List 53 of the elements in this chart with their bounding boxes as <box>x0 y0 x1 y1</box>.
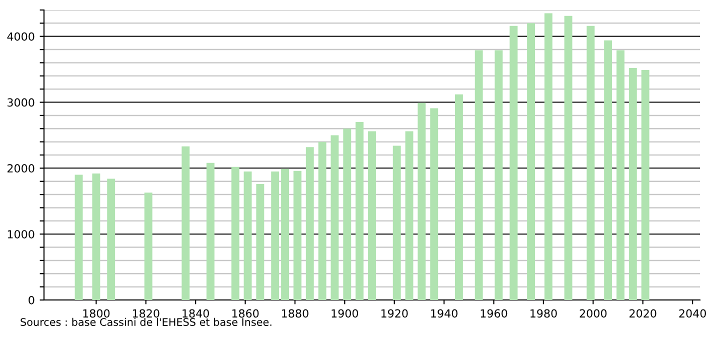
x-tick-label: 1980 <box>530 309 557 318</box>
bar <box>182 146 190 300</box>
bar <box>616 50 624 300</box>
x-tick-label: 1960 <box>480 309 508 318</box>
bar <box>494 50 503 300</box>
x-tick-label: 1880 <box>282 309 308 318</box>
bar <box>318 142 326 300</box>
bar <box>405 131 414 300</box>
bar <box>430 108 438 300</box>
bar <box>564 16 572 300</box>
bar <box>392 146 401 300</box>
x-tick-label: 2000 <box>580 309 607 318</box>
bar <box>271 171 280 300</box>
bar <box>92 173 100 300</box>
x-tick-label: 1900 <box>332 309 358 318</box>
x-tick-label: 1940 <box>431 309 458 318</box>
bar <box>74 174 83 300</box>
bar <box>586 26 595 300</box>
y-tick-label: 1000 <box>8 230 34 238</box>
bar <box>604 40 612 300</box>
source-note: Sources : base Cassini de l'EHESS et base Insee. <box>20 318 272 326</box>
y-tick-label: 3000 <box>8 98 34 107</box>
bar <box>474 50 483 300</box>
x-tick-label: 1840 <box>182 309 209 318</box>
bar <box>510 26 518 300</box>
bar <box>418 102 426 300</box>
bar <box>544 13 552 300</box>
bar <box>454 94 463 300</box>
bar <box>641 70 650 300</box>
bar <box>144 192 152 300</box>
bar <box>330 135 339 300</box>
x-tick-label: 2020 <box>630 309 656 318</box>
bar <box>244 171 252 300</box>
bar <box>293 170 302 300</box>
bar <box>368 131 376 300</box>
y-tick-label: 2000 <box>8 164 34 173</box>
bar <box>281 168 290 300</box>
bar <box>256 184 264 300</box>
x-tick-label: 1920 <box>381 309 408 318</box>
bar <box>527 23 536 300</box>
bar <box>628 68 637 300</box>
bar <box>231 166 240 300</box>
y-tick-label: 0 <box>28 296 34 304</box>
x-tick-label: 1820 <box>132 309 160 318</box>
x-tick-label: 2040 <box>679 309 706 318</box>
y-tick-label: 4000 <box>7 32 34 41</box>
x-tick-label: 1860 <box>232 309 259 318</box>
bar <box>206 162 214 300</box>
bar <box>306 147 314 300</box>
bar <box>356 122 364 300</box>
bar <box>107 178 116 300</box>
x-tick-label: 1800 <box>83 309 110 318</box>
bar <box>343 128 352 300</box>
